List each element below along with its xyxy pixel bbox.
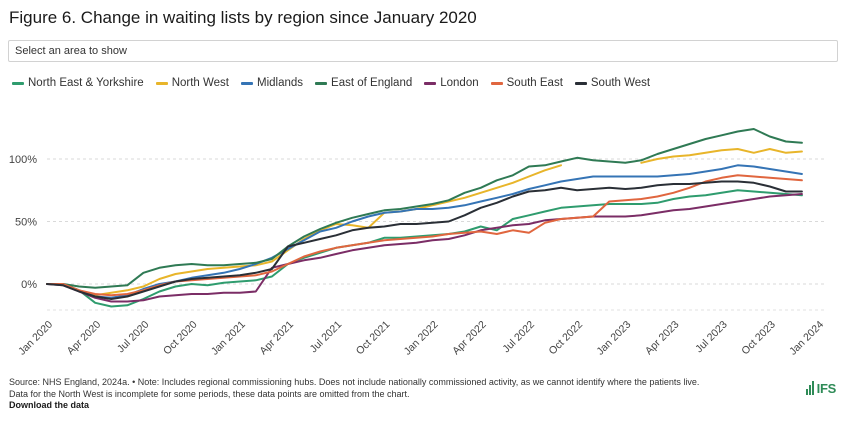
legend-item-midlands[interactable]: Midlands: [241, 77, 303, 89]
legend-swatch: [155, 81, 168, 85]
x-tick-label: Jan 2021: [209, 319, 248, 358]
y-tick-label: 50%: [15, 217, 37, 229]
legend-item-south-east[interactable]: South East: [490, 77, 563, 89]
x-tick-label: Apr 2022: [450, 319, 489, 358]
series-line-north-east-yorkshire: [46, 189, 803, 308]
series-line-east-of-england: [46, 128, 803, 289]
ifs-logo: IFS: [805, 381, 837, 396]
x-tick-label: Oct 2023: [739, 319, 778, 358]
x-tick-label: Apr 2021: [257, 319, 296, 358]
legend-swatch: [12, 81, 24, 85]
x-tick-label: Oct 2022: [547, 319, 586, 358]
series-line-north-west: [46, 148, 803, 297]
legend-item-south-west[interactable]: South West: [574, 77, 651, 89]
legend-label: London: [440, 77, 479, 89]
x-tick-label: Jul 2021: [308, 319, 345, 356]
x-tick-label: Oct 2020: [161, 319, 200, 358]
legend-swatch: [241, 81, 254, 85]
logo-bar: [805, 389, 808, 395]
x-tick-label: Jan 2022: [402, 319, 441, 358]
line-chart: 0%50%100%Jan 2020 Apr 2020 Jul 2020 Oct 202…: [9, 128, 826, 358]
source-note: Source: NHS England, 2024a. • Note: Incl…: [9, 377, 700, 387]
download-data-link[interactable]: Download the data: [9, 400, 90, 410]
logo-bar: [808, 385, 811, 395]
legend-label: South West: [590, 77, 651, 89]
legend-swatch: [574, 81, 587, 85]
data-note: Data for the North West is incomplete fo…: [9, 388, 410, 399]
legend-label: Midlands: [257, 77, 304, 89]
legend-item-north-west[interactable]: North West: [155, 77, 230, 89]
chart-title: Figure 6. Change in waiting lists by reg…: [9, 8, 477, 27]
x-tick-label: Jul 2023: [693, 319, 730, 356]
legend-label: North East & Yorkshire: [28, 77, 144, 89]
legend-label: East of England: [331, 77, 413, 89]
area-select-placeholder: Select an area to show: [15, 45, 127, 57]
logo-bar: [811, 381, 814, 395]
x-tick-label: Jan 2023: [594, 319, 633, 358]
area-select[interactable]: Select an area to show: [8, 40, 838, 62]
series-line-south-west: [46, 180, 803, 300]
x-tick-label: Oct 2021: [354, 319, 393, 358]
x-tick-label: Jul 2020: [115, 319, 152, 356]
x-tick-label: Jul 2022: [500, 319, 537, 356]
footer: Source: NHS England, 2024a. • Note: Incl…: [9, 377, 699, 412]
series-line-london: [46, 193, 803, 303]
legend: North East & Yorkshire North West Midlan…: [12, 77, 650, 89]
x-tick-label: Apr 2020: [65, 319, 104, 358]
legend-label: South East: [506, 77, 563, 89]
legend-swatch: [315, 81, 328, 85]
legend-label: North West: [171, 77, 230, 89]
legend-item-north-east-yorkshire[interactable]: North East & Yorkshire: [12, 77, 144, 89]
logo-text: IFS: [816, 381, 837, 396]
y-tick-label: 0%: [21, 279, 37, 291]
x-tick-label: Jan 2020: [16, 319, 55, 358]
x-tick-label: Apr 2023: [643, 319, 682, 358]
legend-swatch: [490, 81, 503, 85]
y-tick-label: 100%: [9, 154, 37, 166]
legend-item-east-of-england[interactable]: East of England: [315, 77, 412, 89]
x-tick-label: Jan 2024: [787, 319, 826, 358]
legend-swatch: [424, 81, 437, 85]
legend-item-london[interactable]: London: [424, 77, 479, 89]
